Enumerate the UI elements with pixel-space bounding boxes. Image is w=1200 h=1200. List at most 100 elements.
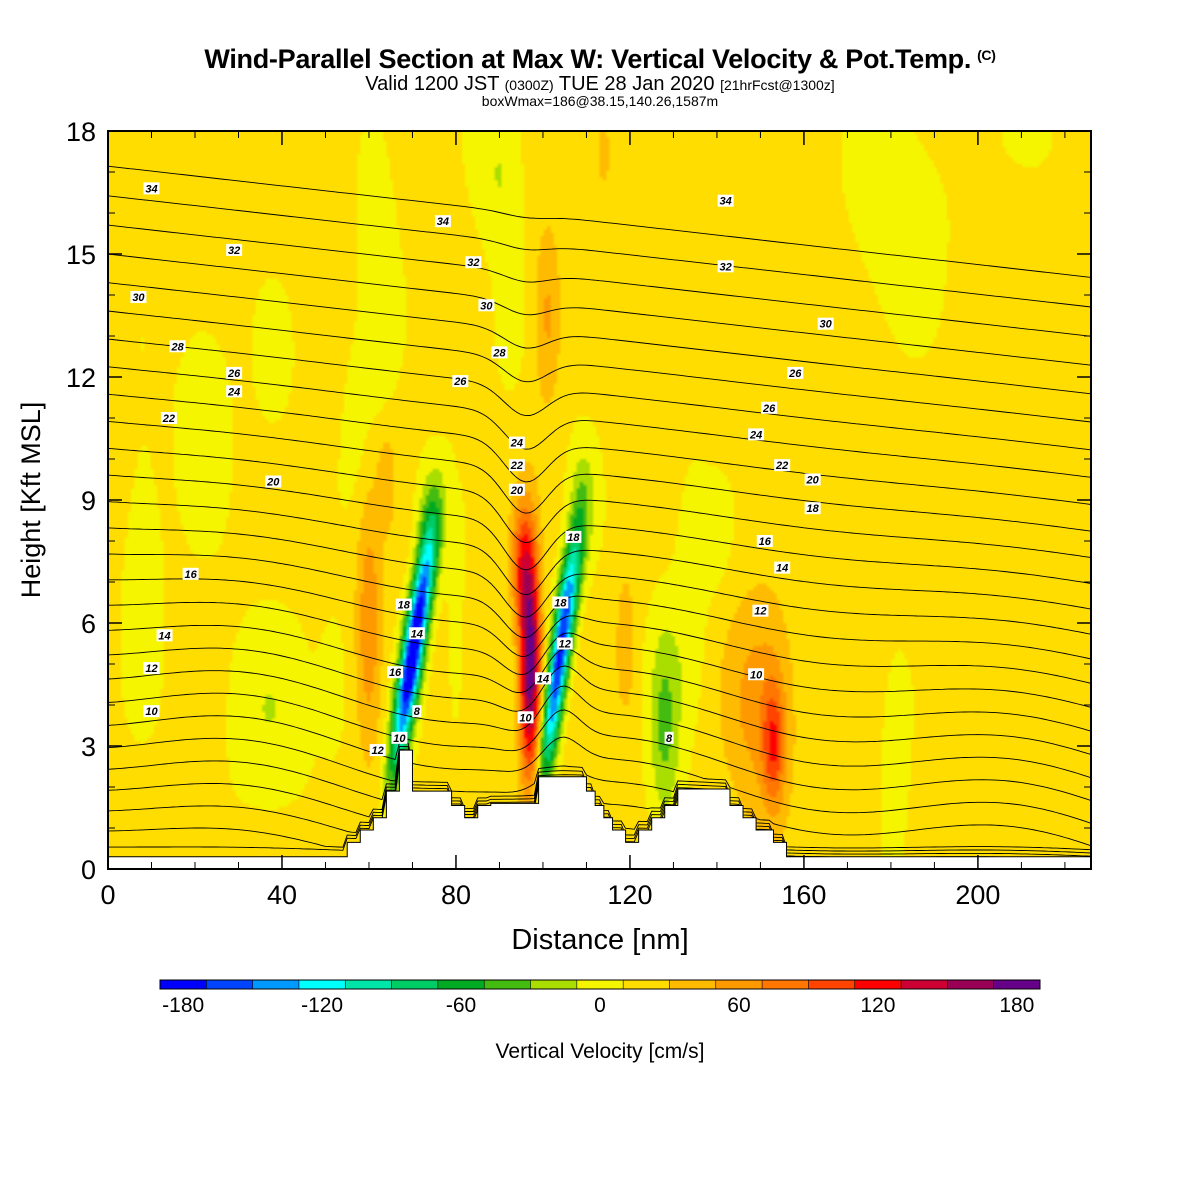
theta-contour-line <box>108 474 1091 584</box>
x-tick-label: 160 <box>781 880 826 910</box>
contour-label: 30 <box>817 317 834 331</box>
contour-label: 22 <box>774 459 791 472</box>
theta-contour-line <box>108 224 1091 337</box>
contour-label-bg <box>478 299 495 312</box>
contour-label: 26 <box>452 375 469 388</box>
forecast-hour: [21hrFcst@1300z] <box>720 77 835 93</box>
contour-label: 16 <box>182 567 199 581</box>
contour-label: 18 <box>804 502 821 515</box>
contour-label: 28 <box>169 340 186 353</box>
theta-contour-line <box>108 715 1091 824</box>
colorbar-swatch <box>947 980 995 989</box>
contour-label-text: 16 <box>759 536 772 548</box>
contour-label-bg <box>761 401 778 414</box>
contour-label: 32 <box>717 260 734 273</box>
colorbar-swatch <box>762 980 809 989</box>
contour-label-text: 10 <box>145 706 158 718</box>
contour-labels: 34 34 34 32 32 32 30 30 30 28 28 26 26 26 24 26 22 24 24 22… <box>130 182 834 757</box>
contour-label-bg <box>787 366 804 379</box>
contour-label-text: 24 <box>510 438 523 450</box>
contour-label: 22 <box>508 459 525 472</box>
y-tick-label: 18 <box>66 117 96 147</box>
contour-label-text: 30 <box>480 300 493 312</box>
contour-label: 18 <box>565 530 582 544</box>
contour-label-text: 14 <box>776 563 788 575</box>
theta-contour-line <box>108 749 1091 851</box>
contour-label-text: 26 <box>788 368 802 380</box>
box-wmax-line: boxWmax=186@38.15,140.26,1587m <box>481 93 719 109</box>
contour-label: 10 <box>143 705 160 718</box>
theta-contour-line <box>108 420 1091 532</box>
contour-label-bg <box>508 459 525 472</box>
contour-label-text: 20 <box>510 485 524 497</box>
contour-label-bg <box>465 256 482 269</box>
colorbar-swatch <box>298 980 346 989</box>
contour-label-text: 28 <box>170 341 184 353</box>
contour-label: 24 <box>748 428 765 441</box>
colorbar-swatch <box>160 980 207 989</box>
contour-label: 24 <box>226 385 243 398</box>
contour-label-text: 12 <box>372 745 384 757</box>
colorbar-tick-label: 60 <box>727 994 750 1017</box>
contour-label-bg <box>412 705 422 718</box>
colorbar-frame <box>159 979 1041 990</box>
contour-label-text: 22 <box>162 413 175 425</box>
colorbar-swatch <box>715 980 763 989</box>
theta-contour-line <box>108 501 1091 610</box>
theta-contour-line <box>108 647 1091 755</box>
contour-label-bg <box>369 744 386 757</box>
contour-label-bg <box>434 215 451 228</box>
contour-label-text: 18 <box>807 503 820 515</box>
contour-label-bg <box>143 182 160 195</box>
contour-label-bg <box>143 705 160 718</box>
contour-label-bg <box>565 530 582 543</box>
colorbar-swatch <box>391 980 439 989</box>
colorbar-swatch <box>576 980 624 989</box>
contour-label-text: 24 <box>227 386 240 398</box>
y-axis-label: Height [Kft MSL] <box>16 402 46 599</box>
theta-contour-line <box>108 601 1091 708</box>
contour-label: 34 <box>717 194 734 208</box>
theta-contour-line <box>108 447 1091 558</box>
contour-label-bg <box>748 428 765 441</box>
theta-contour-line <box>108 624 1091 732</box>
contour-label-bg <box>226 366 243 379</box>
contour-label-text: 22 <box>510 460 523 472</box>
contour-label-bg <box>534 672 551 685</box>
contour-label-text: 18 <box>567 532 580 544</box>
contour-label-text: 26 <box>762 403 776 415</box>
contour-label-bg <box>748 668 765 681</box>
colorbar-tick-label: -180 <box>162 994 204 1017</box>
colorbar-swatch <box>530 980 578 989</box>
contour-label: 16 <box>387 666 404 679</box>
contour-label-bg <box>717 194 734 207</box>
theta-contour-line <box>108 310 1091 423</box>
contour-label-bg <box>408 627 425 640</box>
y-tick-label: 6 <box>81 609 96 639</box>
colorbar-swatch <box>484 980 532 989</box>
theta-contour-line <box>108 752 1091 854</box>
colorbar-swatch <box>437 980 485 989</box>
contour-label-text: 26 <box>227 368 241 380</box>
contour-label: 26 <box>226 366 243 380</box>
contour-label-bg <box>517 711 534 724</box>
contour-label: 14 <box>774 561 791 575</box>
theta-contour-line <box>108 553 1091 660</box>
contour-label: 34 <box>143 182 160 195</box>
contour-label: 18 <box>552 596 569 610</box>
contour-label-text: 30 <box>820 319 833 331</box>
contour-label: 30 <box>130 291 147 304</box>
theta-contour-line <box>108 578 1091 684</box>
contour-label-text: 20 <box>266 477 280 489</box>
contour-label-text: 10 <box>393 733 406 745</box>
theta-contour-line <box>108 253 1091 366</box>
contour-label-bg <box>395 598 412 611</box>
contour-label-bg <box>491 346 508 359</box>
contour-label-text: 24 <box>749 429 762 441</box>
contour-label: 24 <box>508 436 525 450</box>
contour-label-bg <box>508 436 525 449</box>
contour-label-bg <box>817 317 834 330</box>
contour-label: 20 <box>508 483 525 497</box>
contour-label-text: 32 <box>228 245 240 257</box>
